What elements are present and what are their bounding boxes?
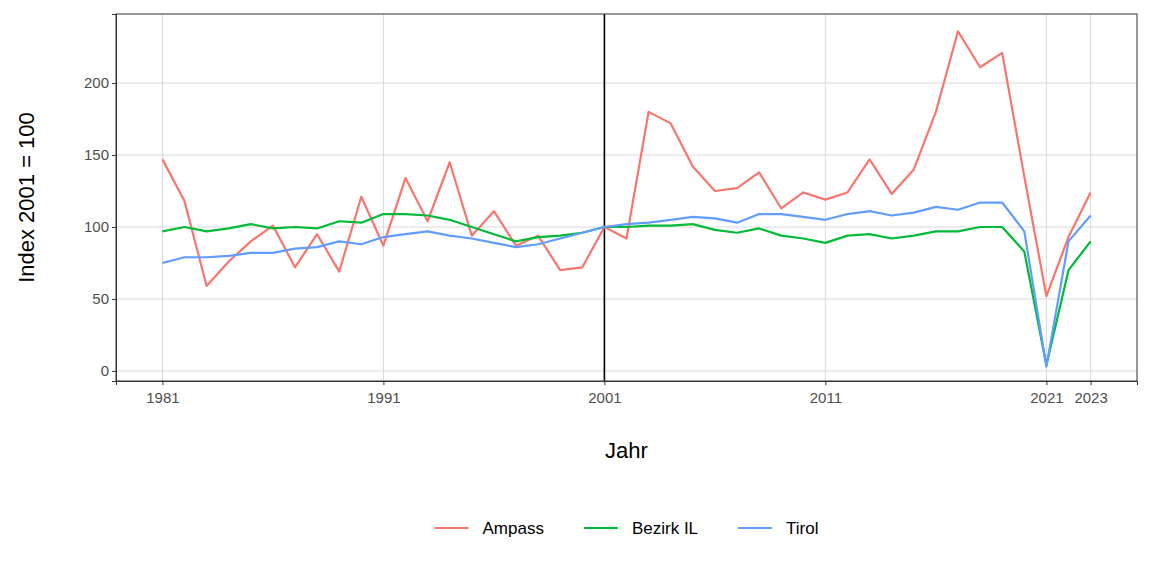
- x-tick: 1991: [367, 381, 400, 406]
- legend-item: Ampass: [435, 519, 544, 538]
- y-tick-mark: [112, 83, 116, 84]
- y-tick-mark: [112, 371, 116, 372]
- y-axis-line: [112, 15, 117, 382]
- x-axis-title: Jahr: [605, 438, 648, 463]
- grid-line-x: [1046, 14, 1047, 381]
- grid-line-y: [116, 298, 1137, 299]
- grid-line-x: [1090, 14, 1091, 381]
- y-tick-mark: [112, 155, 116, 156]
- grid: [116, 14, 1137, 381]
- legend-key: [738, 527, 772, 529]
- x-tick-label: 2021: [1030, 389, 1063, 406]
- x-tick-label: 2011: [810, 389, 842, 406]
- series-line: [162, 214, 1090, 365]
- y-tick: 200: [84, 74, 116, 91]
- x-tick-mark: [162, 381, 163, 385]
- grid-line-y: [116, 155, 1137, 156]
- y-tick: 0: [101, 362, 116, 379]
- legend: Ampass Bezirk IL Tirol: [435, 519, 819, 538]
- x-tick-mark: [1046, 381, 1047, 385]
- reference-line: [604, 14, 606, 381]
- x-tick-label: 1981: [146, 389, 179, 406]
- x-tick-mark: [825, 381, 826, 385]
- y-tick-label: 100: [84, 218, 109, 235]
- grid-line-x: [825, 14, 826, 381]
- plot: 1981 1991 2001 2011 2021 2023 0 50 100 150 200: [84, 14, 1138, 406]
- legend-item: Bezirk IL: [584, 519, 698, 538]
- x-tick-label: 2001: [588, 389, 621, 406]
- x-tick: 2023: [1074, 381, 1107, 406]
- chart: 1981 1991 2001 2011 2021 2023 0 50 100 150 200 Jahr…: [0, 0, 1152, 576]
- x-tick-mark: [604, 381, 605, 385]
- legend-key: [435, 527, 469, 529]
- x-tick: 1981: [146, 381, 179, 406]
- y-axis-title: Index 2001 = 100: [14, 112, 39, 283]
- marks: [162, 14, 1090, 381]
- x-tick-mark: [383, 381, 384, 385]
- series-line: [162, 31, 1090, 296]
- grid-line-y: [116, 370, 1137, 371]
- legend-label: Tirol: [786, 519, 818, 538]
- x-axis-line: [117, 382, 1138, 386]
- legend-item: Tirol: [738, 519, 818, 538]
- y-tick: 100: [84, 218, 116, 235]
- grid-line-x: [383, 14, 384, 381]
- grid-line-x: [604, 14, 605, 381]
- x-tick-label: 1991: [367, 389, 400, 406]
- legend-label: Ampass: [483, 519, 544, 538]
- y-tick: 150: [84, 146, 116, 163]
- y-axis: 0 50 100 150 200: [84, 15, 117, 382]
- grid-line-y: [116, 83, 1137, 84]
- y-tick: 50: [92, 290, 116, 307]
- panel-border: [116, 14, 1137, 381]
- x-axis: 1981 1991 2001 2011 2021 2023: [117, 381, 1138, 406]
- x-tick-label: 2023: [1074, 389, 1107, 406]
- x-tick-mark: [1091, 381, 1092, 385]
- legend-key: [584, 527, 618, 529]
- series-line: [162, 203, 1090, 367]
- panel-background: [116, 14, 1137, 381]
- y-tick-mark: [112, 227, 116, 228]
- y-tick-mark: [112, 299, 116, 300]
- legend-label: Bezirk IL: [632, 519, 698, 538]
- y-tick-label: 50: [92, 290, 109, 307]
- x-tick: 2021: [1030, 381, 1063, 406]
- x-tick: 2001: [588, 381, 621, 406]
- y-tick-label: 150: [84, 146, 109, 163]
- y-tick-label: 200: [84, 74, 109, 91]
- x-tick: 2011: [810, 381, 842, 406]
- y-tick-label: 0: [101, 362, 109, 379]
- grid-line-x: [162, 14, 163, 381]
